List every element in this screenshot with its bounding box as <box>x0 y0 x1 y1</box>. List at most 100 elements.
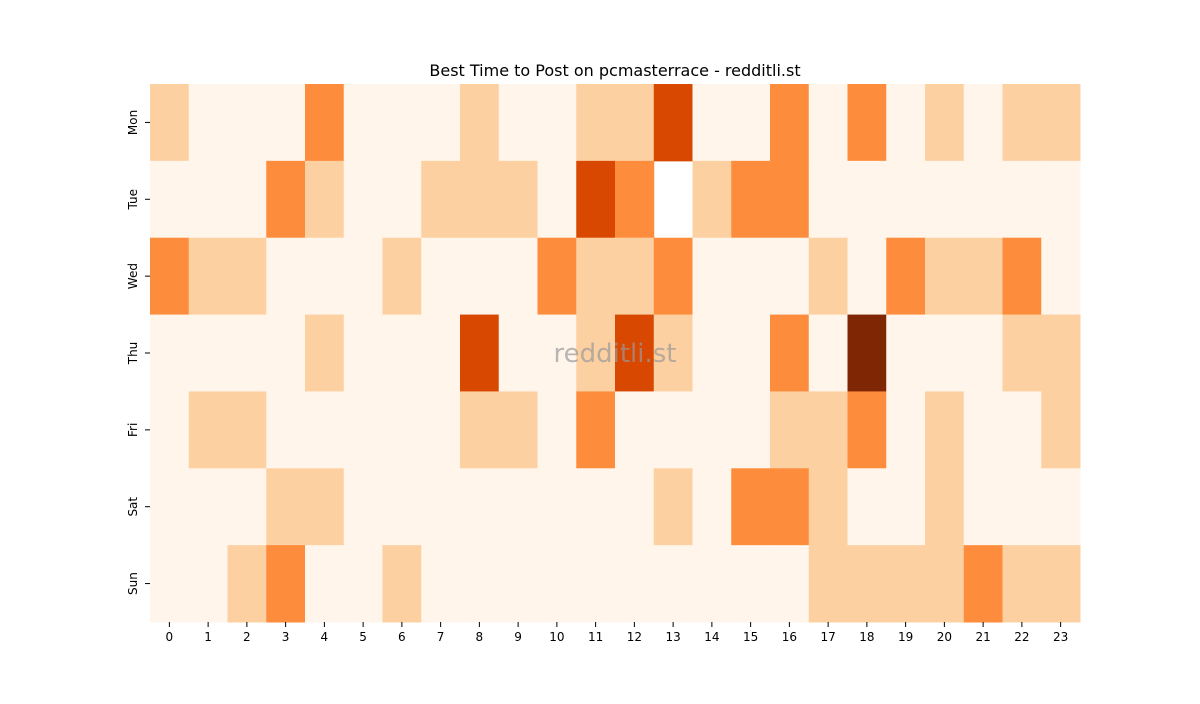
heatmap-cell <box>343 160 383 239</box>
heatmap-cell <box>266 84 306 162</box>
heatmap-cell <box>847 545 887 623</box>
heatmap-cell <box>421 84 461 162</box>
heatmap-cell <box>1002 468 1042 546</box>
heatmap-cell <box>382 84 422 162</box>
x-tick-label: 7 <box>437 630 445 644</box>
heatmap-cell <box>305 160 345 239</box>
heatmap-cell <box>1002 84 1042 162</box>
heatmap-cell <box>963 314 1003 392</box>
watermark: redditli.st <box>554 339 677 369</box>
heatmap-cell <box>227 468 267 546</box>
heatmap-cell <box>150 468 190 546</box>
heatmap-cell <box>653 314 693 392</box>
heatmap-cell <box>266 237 306 316</box>
heatmap-cell <box>963 84 1003 162</box>
heatmap-cell <box>808 160 848 239</box>
heatmap-cell <box>886 468 926 546</box>
x-tick-label: 19 <box>898 630 913 644</box>
heatmap-cell <box>343 391 383 469</box>
y-tick-label: Fri <box>126 423 140 437</box>
heatmap-cell <box>382 314 422 392</box>
heatmap-cell <box>188 84 228 162</box>
x-tick-label: 4 <box>321 630 329 644</box>
heatmap-cell <box>692 84 732 162</box>
heatmap-cell <box>847 391 887 469</box>
y-tick-label: Wed <box>126 263 140 289</box>
x-tick-label: 20 <box>937 630 952 644</box>
y-tick-label: Tue <box>126 189 140 211</box>
heatmap-cell <box>537 84 577 162</box>
heatmap-cell <box>227 84 267 162</box>
heatmap-cell <box>963 545 1003 623</box>
heatmap-cell <box>886 545 926 623</box>
heatmap-cell <box>305 391 345 469</box>
heatmap-cell <box>615 237 655 316</box>
x-tick-label: 12 <box>627 630 642 644</box>
heatmap-cell <box>421 160 461 239</box>
x-tick-label: 2 <box>243 630 251 644</box>
x-tick-label: 10 <box>549 630 564 644</box>
heatmap-cell <box>925 237 965 316</box>
heatmap-cell <box>847 314 887 392</box>
heatmap-cell <box>770 314 810 392</box>
heatmap-cell <box>1002 545 1042 623</box>
y-tick-label: Sat <box>126 497 140 517</box>
y-tick-label: Thu <box>126 342 140 366</box>
heatmap-cell <box>731 237 771 316</box>
heatmap-cell <box>188 314 228 392</box>
heatmap-cell <box>460 391 500 469</box>
heatmap-cell <box>925 84 965 162</box>
heatmap-cell <box>1002 314 1042 392</box>
heatmap-cell <box>1002 160 1042 239</box>
heatmap-cell <box>266 391 306 469</box>
heatmap-cell <box>1041 314 1081 392</box>
heatmap-cell <box>188 391 228 469</box>
heatmap-cell <box>808 545 848 623</box>
heatmap-cell <box>421 237 461 316</box>
heatmap-cell <box>537 314 577 392</box>
heatmap-cell <box>460 314 500 392</box>
heatmap-cell <box>1002 391 1042 469</box>
heatmap-cell <box>382 160 422 239</box>
heatmap-cell <box>266 160 306 239</box>
heatmap-cell <box>227 237 267 316</box>
heatmap-cell <box>731 160 771 239</box>
heatmap-cell <box>498 84 538 162</box>
heatmap-cell <box>576 314 616 392</box>
y-tick-label: Mon <box>126 110 140 135</box>
heatmap-cell <box>808 237 848 316</box>
heatmap-cell <box>615 545 655 623</box>
heatmap-cell <box>498 237 538 316</box>
heatmap-cell <box>266 314 306 392</box>
heatmap-cell <box>731 391 771 469</box>
heatmap-cell <box>305 468 345 546</box>
x-tick-label: 14 <box>704 630 719 644</box>
heatmap-cell <box>343 314 383 392</box>
x-tick-label: 23 <box>1053 630 1068 644</box>
heatmap-cell <box>537 545 577 623</box>
heatmap-cell <box>653 391 693 469</box>
heatmap-cell <box>770 468 810 546</box>
heatmap-cell <box>576 160 616 239</box>
x-tick-label: 21 <box>975 630 990 644</box>
heatmap-cell <box>615 391 655 469</box>
heatmap-cell <box>1041 237 1081 316</box>
heatmap-cell <box>576 468 616 546</box>
heatmap-cell <box>963 391 1003 469</box>
heatmap-cell <box>576 237 616 316</box>
heatmap-cell <box>847 84 887 162</box>
heatmap-cell <box>808 468 848 546</box>
heatmap-cell <box>925 391 965 469</box>
heatmap-cell <box>808 84 848 162</box>
heatmap-cell <box>498 545 538 623</box>
heatmap-cell <box>421 468 461 546</box>
heatmap-cell <box>770 391 810 469</box>
heatmap-cell <box>692 391 732 469</box>
heatmap-cell <box>498 314 538 392</box>
heatmap-cell <box>537 237 577 316</box>
x-tick-label: 17 <box>820 630 835 644</box>
heatmap-cell <box>343 84 383 162</box>
heatmap-cell <box>886 314 926 392</box>
chart-title: Best Time to Post on pcmasterrace - redd… <box>429 61 800 80</box>
